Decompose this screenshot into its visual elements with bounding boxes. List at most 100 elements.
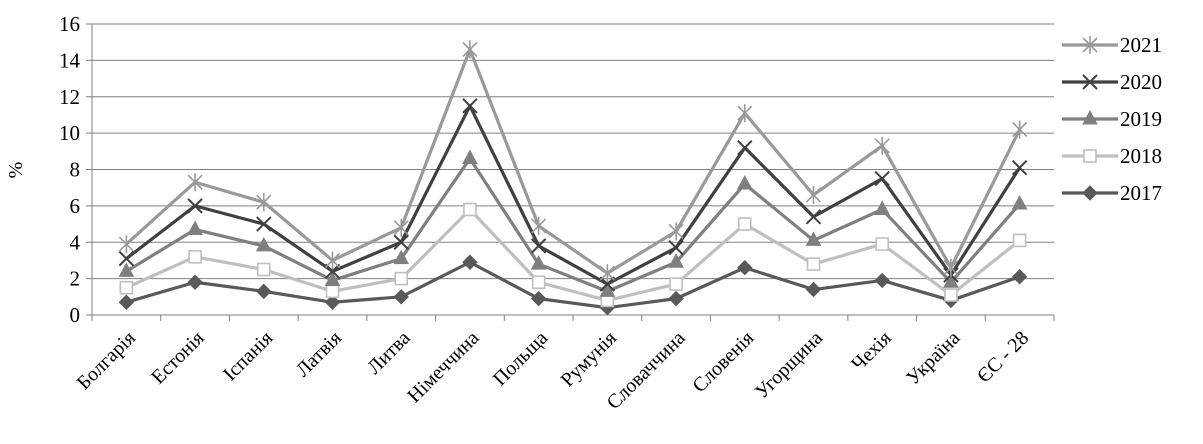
data-point-2017 <box>118 294 135 310</box>
data-point-2017 <box>393 289 409 305</box>
legend-marker-2017 <box>1082 185 1098 201</box>
x-category-label: Чехія <box>847 327 895 375</box>
legend-label: 2018 <box>1120 144 1162 168</box>
y-axis-label: % <box>5 162 27 179</box>
data-point-2017 <box>324 294 341 310</box>
data-point-2019 <box>736 174 753 190</box>
x-category-label: Румунія <box>557 327 621 391</box>
data-point-2019 <box>255 236 272 252</box>
legend-label: 2020 <box>1120 70 1162 94</box>
data-point-2017 <box>737 260 753 276</box>
series-line-2020 <box>125 104 1021 286</box>
x-category-label: Естонія <box>147 327 209 389</box>
data-point-2020 <box>393 234 409 250</box>
legend-marker-2020 <box>1082 74 1098 90</box>
data-point-2019 <box>324 271 341 286</box>
x-category-label: Болгарія <box>73 327 140 394</box>
series-line-2018 <box>125 207 1021 303</box>
data-point-2020 <box>1011 159 1028 176</box>
data-point-2019 <box>530 255 547 270</box>
data-point-2017 <box>187 274 203 290</box>
data-point-2018 <box>188 250 202 264</box>
series-line-2021 <box>125 47 1022 275</box>
x-category-label: Іспанія <box>219 327 277 385</box>
data-point-2018 <box>875 237 890 251</box>
data-point-2017 <box>462 254 478 270</box>
data-point-2018 <box>669 277 683 291</box>
data-point-2021 <box>462 40 478 59</box>
data-point-2020 <box>462 98 478 114</box>
data-point-2019 <box>599 282 616 297</box>
legend-label: 2019 <box>1120 107 1162 131</box>
y-tick-label: 14 <box>59 48 81 72</box>
data-point-2020 <box>668 239 684 256</box>
data-point-2017 <box>874 272 890 289</box>
data-point-2018 <box>1012 233 1027 248</box>
data-point-2021 <box>118 235 134 254</box>
x-category-label: ЄС - 28 <box>973 327 1033 387</box>
data-point-2017 <box>256 283 272 300</box>
data-point-2021 <box>805 185 822 204</box>
legend-marker-2018 <box>1083 149 1097 163</box>
series-markers <box>118 40 1028 316</box>
data-point-2020 <box>737 139 753 156</box>
data-point-2021 <box>531 216 547 235</box>
x-category-label: Литва <box>363 327 415 379</box>
data-point-2020 <box>118 250 135 267</box>
data-point-2020 <box>874 170 890 187</box>
x-category-label: Словенія <box>688 327 758 397</box>
series-line-2019 <box>125 156 1021 293</box>
data-point-2021 <box>324 251 341 270</box>
data-point-2021 <box>737 104 753 123</box>
data-point-2020 <box>187 198 203 214</box>
data-point-2018 <box>394 271 409 286</box>
data-point-2018 <box>256 262 271 277</box>
series-line-2017 <box>125 260 1021 310</box>
legend: 2021 2020 2019 2018 2017 <box>1062 33 1162 205</box>
data-point-2021 <box>874 136 890 155</box>
data-point-2019 <box>462 149 478 165</box>
data-point-2021 <box>599 264 615 283</box>
x-category-label: Угорщина <box>751 327 827 403</box>
data-point-2020 <box>599 276 616 292</box>
data-point-2018 <box>325 284 340 299</box>
data-point-2019 <box>874 200 891 216</box>
data-point-2019 <box>668 253 684 268</box>
data-point-2021 <box>1012 120 1028 139</box>
data-point-2017 <box>668 290 684 307</box>
axes: 0 2 4 6 8 10 12 14 16 Болгарія Естонія Іспанія Латві… <box>59 12 1055 414</box>
data-point-2017 <box>1011 269 1028 285</box>
x-category-label: Латвія <box>292 327 346 381</box>
data-point-2021 <box>256 193 272 212</box>
data-point-2021 <box>393 218 409 237</box>
data-point-2018 <box>463 202 477 217</box>
data-point-2019 <box>393 249 410 265</box>
x-category-label: Польща <box>489 327 552 390</box>
data-point-2018 <box>531 275 546 290</box>
data-point-2017 <box>530 290 547 307</box>
x-category-label: Україна <box>902 327 964 389</box>
legend-marker-2021 <box>1082 36 1098 54</box>
data-point-2019 <box>187 220 203 236</box>
y-tick-label: 6 <box>70 194 81 218</box>
legend-label: 2017 <box>1120 181 1162 205</box>
data-point-2017 <box>805 281 822 298</box>
data-point-2021 <box>668 222 684 241</box>
legend-marker-2019 <box>1082 109 1098 125</box>
data-point-2020 <box>530 238 547 254</box>
data-point-2018 <box>944 288 958 302</box>
data-point-2021 <box>187 173 203 192</box>
data-point-2019 <box>1011 195 1028 210</box>
data-point-2021 <box>943 258 959 277</box>
y-tick-label: 10 <box>59 121 80 145</box>
data-point-2020 <box>324 263 341 280</box>
y-tick-label: 4 <box>70 230 81 254</box>
data-point-2019 <box>118 262 135 277</box>
series-lines <box>125 47 1022 310</box>
data-point-2019 <box>805 231 822 246</box>
y-tick-label: 2 <box>70 267 81 291</box>
data-point-2019 <box>943 273 959 288</box>
data-point-2018 <box>737 217 752 231</box>
